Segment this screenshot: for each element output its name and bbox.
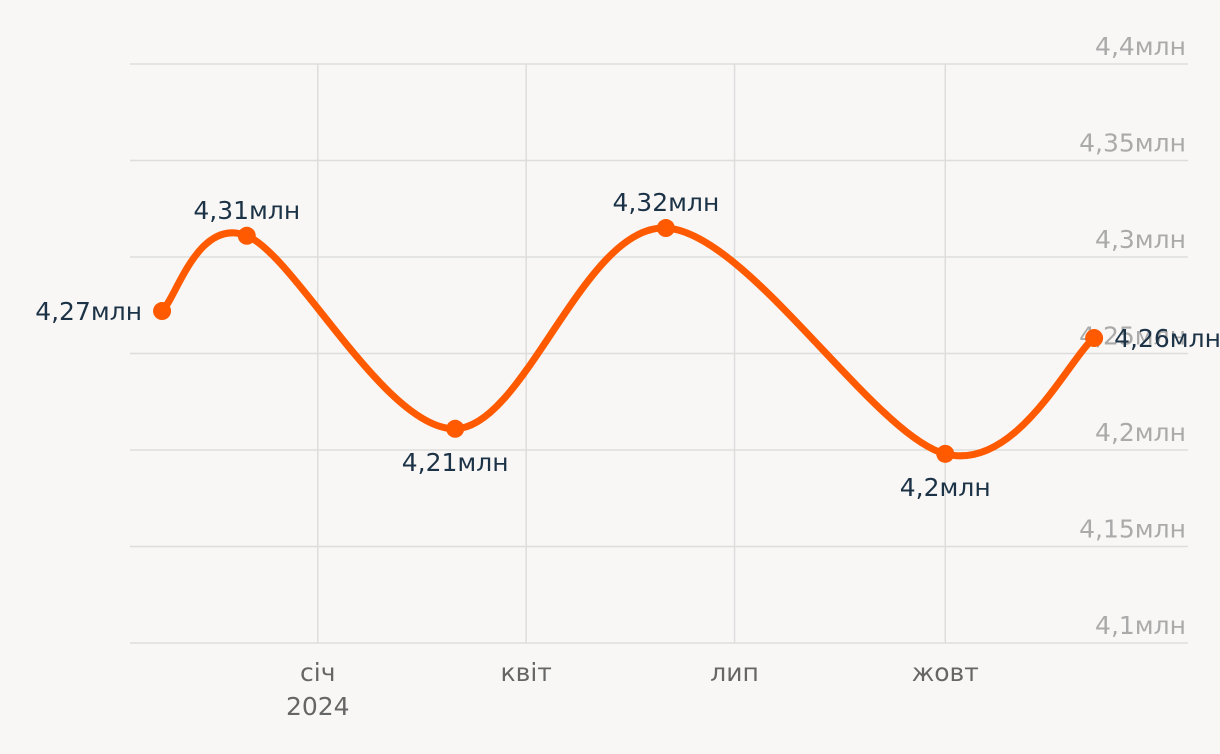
y-axis-tick-labels: 4,1млн4,15млн4,2млн4,25млн4,3млн4,35млн4… xyxy=(1079,32,1186,640)
x-tick-label: січ xyxy=(300,658,335,687)
x-axis-tick-labels: січ 2024 квіт лип жовт xyxy=(286,658,979,721)
data-label: 4,21млн xyxy=(402,448,509,477)
data-label: 4,27млн xyxy=(35,297,142,326)
data-label: 4,26млн xyxy=(1114,324,1220,353)
data-point xyxy=(656,219,675,238)
x-tick-label: квіт xyxy=(501,658,552,687)
x-tick-sublabel: 2024 xyxy=(286,692,350,721)
data-label: 4,31млн xyxy=(193,196,300,225)
horizontal-gridlines xyxy=(130,63,1188,644)
data-point xyxy=(237,226,256,245)
vertical-gridlines xyxy=(317,64,947,643)
data-label-layer: 4,27млн 4,31млн 4,21млн 4,32млн 4,2млн 4,26мл… xyxy=(35,188,1220,502)
data-label: 4,32млн xyxy=(612,188,719,217)
series-layer xyxy=(153,219,1104,463)
data-point xyxy=(446,419,465,438)
y-tick-label: 4,1млн xyxy=(1095,611,1186,640)
x-tick-label: жовт xyxy=(912,658,979,687)
series-line xyxy=(158,224,1098,460)
y-tick-label: 4,4млн xyxy=(1095,32,1186,61)
y-tick-label: 4,35млн xyxy=(1079,129,1186,158)
y-tick-label: 4,15млн xyxy=(1079,515,1186,544)
data-point xyxy=(153,302,172,321)
x-tick-label: лип xyxy=(710,658,759,687)
y-tick-label: 4,3млн xyxy=(1095,225,1186,254)
data-label: 4,2млн xyxy=(900,473,991,502)
data-point xyxy=(1085,329,1104,348)
data-point xyxy=(936,444,955,463)
y-tick-label: 4,2млн xyxy=(1095,418,1186,447)
